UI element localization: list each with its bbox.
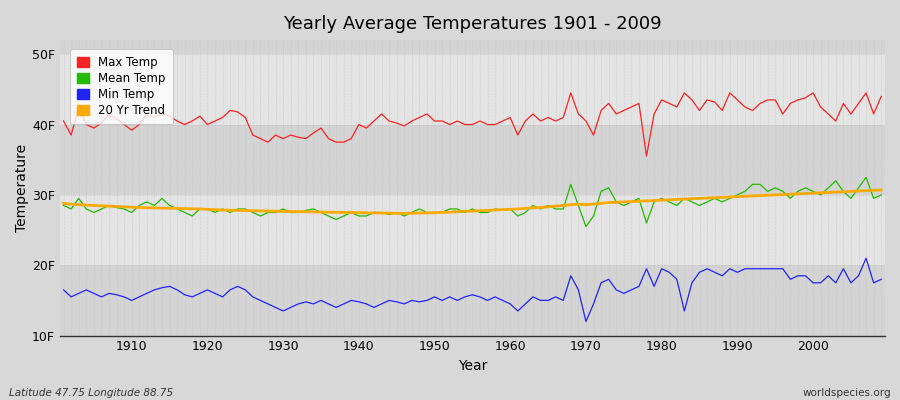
- Legend: Max Temp, Mean Temp, Min Temp, 20 Yr Trend: Max Temp, Mean Temp, Min Temp, 20 Yr Tre…: [70, 49, 173, 124]
- Bar: [59, 195, 885, 265]
- Bar: [59, 265, 885, 336]
- Y-axis label: Temperature: Temperature: [15, 144, 29, 232]
- Bar: [59, 124, 885, 195]
- Title: Yearly Average Temperatures 1901 - 2009: Yearly Average Temperatures 1901 - 2009: [284, 15, 662, 33]
- X-axis label: Year: Year: [458, 359, 487, 373]
- Text: worldspecies.org: worldspecies.org: [803, 388, 891, 398]
- Bar: [59, 40, 885, 54]
- Bar: [59, 54, 885, 124]
- Text: Latitude 47.75 Longitude 88.75: Latitude 47.75 Longitude 88.75: [9, 388, 173, 398]
